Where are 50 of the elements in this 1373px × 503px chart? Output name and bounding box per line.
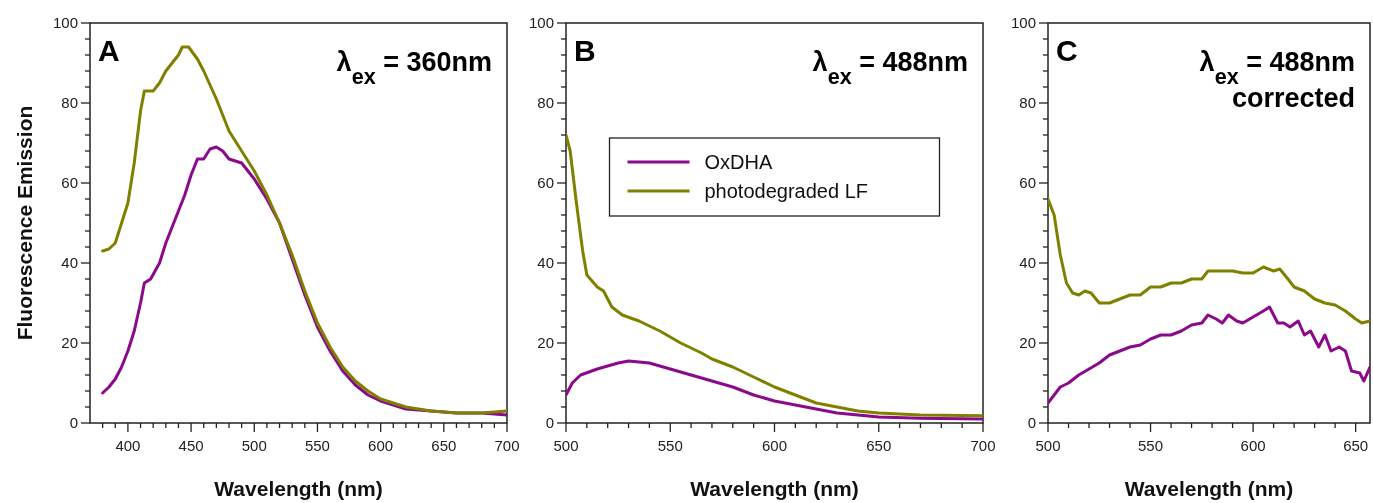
y-tick-label: 60	[537, 174, 554, 192]
annotation: C	[1056, 34, 1078, 67]
x-tick-label: 700	[494, 437, 520, 454]
annotation: λ$_{ex}$ = 488nm	[812, 47, 968, 89]
y-tick-label: 0	[545, 414, 554, 432]
y-tick-label: 80	[1019, 94, 1036, 112]
x-tick-label: 600	[761, 437, 788, 454]
x-tick-label: 500	[1035, 437, 1061, 454]
x-tick-label: 500	[241, 437, 267, 454]
line-series	[566, 359, 983, 421]
annotation: λ$_{ex}$ = 360nm	[336, 47, 492, 89]
annotation: A	[98, 34, 120, 67]
y-tick-label: 80	[61, 94, 78, 112]
annotation: corrected	[1231, 83, 1355, 113]
y-tick-label: 40	[61, 254, 78, 272]
x-tick-label: 550	[1138, 437, 1164, 454]
y-tick-label: 60	[61, 174, 78, 192]
line-series	[1048, 197, 1370, 325]
x-axis-title: Wavelength (nm)	[690, 477, 859, 500]
x-tick-label: 700	[970, 437, 996, 454]
y-tick-label: 100	[1010, 14, 1036, 32]
y-axis-title: Fluorescence Emission	[13, 105, 36, 341]
x-tick-label: 450	[178, 437, 204, 454]
x-tick-label: 550	[304, 437, 330, 454]
y-tick-label: 20	[537, 334, 554, 352]
y-tick-label: 100	[52, 14, 78, 32]
annotation: B	[574, 34, 596, 67]
x-tick-label: 650	[1343, 437, 1369, 454]
y-tick-label: 100	[528, 14, 554, 32]
x-tick-label: 600	[1240, 437, 1266, 454]
legend-label: OxDHA	[704, 151, 773, 173]
line-series	[566, 133, 983, 418]
y-tick-label: 60	[1019, 174, 1036, 192]
x-tick-label: 400	[115, 437, 141, 454]
legend-label: photodegraded LF	[704, 180, 868, 202]
y-tick-label: 80	[537, 94, 554, 112]
x-tick-label: 650	[431, 437, 457, 454]
y-tick-label: 20	[61, 334, 78, 352]
y-tick-label: 0	[69, 414, 78, 432]
x-tick-label: 550	[657, 437, 683, 454]
x-axis-title: Wavelength (nm)	[1124, 477, 1294, 500]
line-series	[1048, 305, 1370, 405]
y-tick-label: 0	[1027, 414, 1036, 432]
x-tick-label: 600	[368, 437, 394, 454]
x-axis-title: Wavelength (nm)	[214, 477, 383, 500]
y-tick-label: 40	[537, 254, 554, 272]
x-tick-label: 650	[866, 437, 892, 454]
y-tick-label: 20	[1019, 334, 1036, 352]
x-tick-label: 500	[553, 437, 579, 454]
y-tick-label: 40	[1019, 254, 1036, 272]
